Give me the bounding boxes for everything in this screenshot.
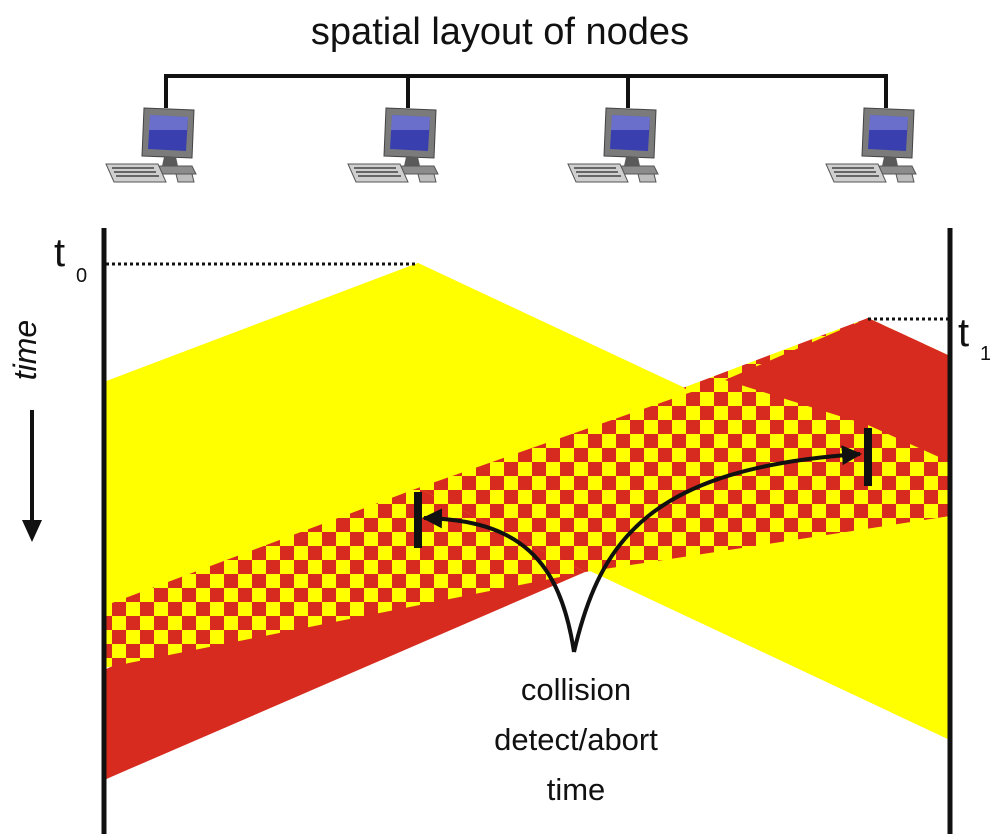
diagram-title: spatial layout of nodes: [311, 11, 689, 53]
t0-subscript: 0: [76, 265, 87, 287]
checker-band-right: [418, 382, 950, 572]
node-2: [347, 107, 439, 183]
time-axis: time: [7, 320, 43, 542]
t0-name: t: [54, 231, 65, 275]
collision-region: [104, 275, 950, 670]
node-1: [105, 107, 197, 183]
annotation-line-3: time: [547, 772, 606, 807]
computer-icon: [825, 107, 917, 183]
computer-icon: [347, 107, 439, 183]
checker-band-left: [104, 488, 585, 668]
annotation-line-2: detect/abort: [494, 722, 658, 757]
computer-icon: [105, 107, 197, 183]
down-arrow-icon: [22, 520, 42, 542]
collision-annotation: collision detect/abort time: [494, 672, 658, 807]
annotation-line-1: collision: [521, 672, 631, 707]
annotation-arrow-right: [572, 445, 862, 653]
node-4: [825, 107, 917, 183]
computer-icon: [567, 107, 659, 183]
t1-name: t: [958, 311, 969, 355]
t1-subscript: 1: [980, 343, 990, 365]
node-3: [567, 107, 659, 183]
annotation-arrow-left: [422, 508, 576, 653]
t0-label: t 0: [54, 231, 87, 287]
t1-label: t 1: [958, 311, 990, 365]
bus-cable: [164, 74, 888, 108]
time-axis-label: time: [7, 320, 43, 380]
